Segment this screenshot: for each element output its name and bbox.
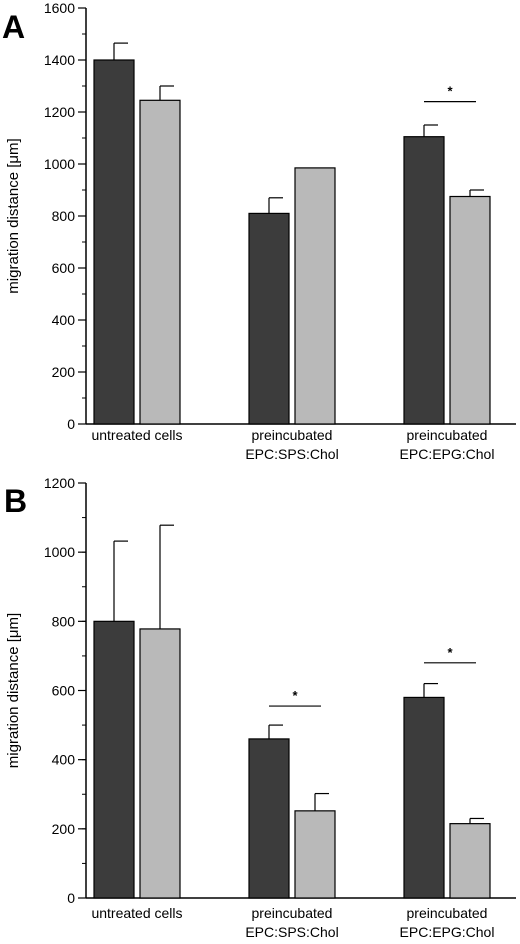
y-tick-label: 1400 <box>44 52 75 68</box>
y-tick-label: 600 <box>52 260 76 276</box>
bar-light <box>294 167 336 425</box>
bar-light <box>449 823 491 899</box>
bar-light <box>139 628 181 899</box>
bar-dark <box>248 738 290 899</box>
x-category-label: untreated cells <box>91 905 182 921</box>
x-category-label: EPC:EPG:Chol <box>400 924 495 940</box>
x-category-label: EPC:EPG:Chol <box>400 446 495 462</box>
x-category-label: untreated cells <box>91 427 182 443</box>
bar-dark <box>248 212 290 425</box>
x-category-label: preincubated <box>407 905 488 921</box>
y-tick-label: 200 <box>52 364 76 380</box>
y-axis-label: migration distance [μm] <box>5 138 22 293</box>
significance-marker: * <box>447 645 453 660</box>
y-tick-label: 400 <box>52 312 76 328</box>
bar-light <box>294 810 336 899</box>
y-tick-label: 400 <box>52 752 76 768</box>
y-tick-label: 800 <box>52 208 76 224</box>
y-tick-label: 0 <box>67 890 75 906</box>
y-tick-label: 1600 <box>44 0 75 16</box>
x-category-label: EPC:SPS:Chol <box>245 924 338 940</box>
x-category-label: EPC:SPS:Chol <box>245 446 338 462</box>
x-category-label: preincubated <box>252 427 333 443</box>
significance-marker: * <box>292 688 298 703</box>
y-tick-label: 600 <box>52 683 76 699</box>
y-tick-label: 1000 <box>44 544 75 560</box>
bar-dark <box>93 620 135 899</box>
y-tick-label: 800 <box>52 613 76 629</box>
y-tick-label: 1000 <box>44 156 75 172</box>
bar-dark <box>93 59 135 425</box>
x-category-label: preincubated <box>407 427 488 443</box>
y-tick-label: 1200 <box>44 104 75 120</box>
y-tick-label: 200 <box>52 821 76 837</box>
y-axis-label: migration distance [μm] <box>5 613 22 768</box>
panel-label: B <box>4 483 27 519</box>
significance-marker: * <box>447 84 453 99</box>
bar-light <box>139 99 181 425</box>
y-tick-label: 0 <box>67 416 75 432</box>
bar-light <box>449 195 491 425</box>
y-tick-label: 1200 <box>44 475 75 491</box>
bar-dark <box>403 136 445 425</box>
panel-label: A <box>2 9 25 45</box>
x-category-label: preincubated <box>252 905 333 921</box>
bar-dark <box>403 696 445 899</box>
